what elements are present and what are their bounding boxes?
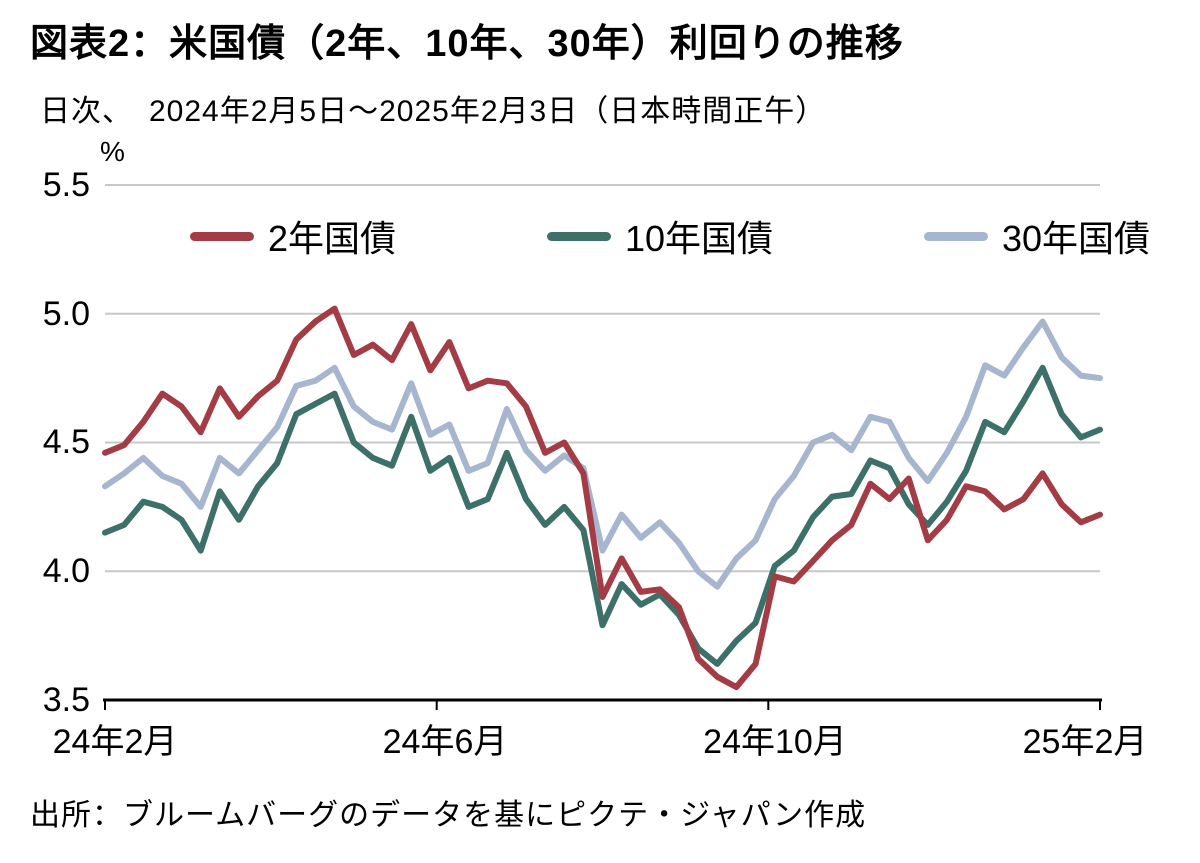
chart-title: 図表2：米国債（2年、10年、30年）利回りの推移: [30, 23, 904, 65]
legend-item-30y: 30年国債: [923, 210, 1150, 262]
series-line-30y: [102, 318, 1103, 590]
x-tick-feb25: 25年2月: [1022, 723, 1148, 761]
legend-swatch-10y: [546, 231, 611, 241]
legend-label-10y: 10年国債: [624, 218, 774, 259]
x-tick-oct24: 24年10月: [703, 723, 847, 761]
legend-item-2y: 2年国債: [190, 210, 396, 262]
x-tick-jun24: 24年6月: [382, 723, 508, 761]
chart-legend: 2年国債 10年国債 30年国債: [190, 210, 1150, 262]
y-axis-unit-label: %: [100, 136, 125, 167]
y-tick-5-0: 5.0: [42, 295, 90, 333]
x-tick-feb24: 24年2月: [52, 723, 178, 761]
y-tick-3-5: 3.5: [42, 681, 90, 719]
series-line-10y: [102, 364, 1103, 667]
y-tick-4-0: 4.0: [42, 552, 90, 590]
y-tick-4-5: 4.5: [42, 423, 90, 461]
gridlines: [105, 184, 1100, 573]
source-note: 出所：ブルームバーグのデータを基にピクテ・ジャパン作成: [30, 799, 867, 832]
legend-label-30y: 30年国債: [1001, 218, 1150, 259]
x-axis-ticks: [104, 700, 1101, 710]
legend-item-10y: 10年国債: [546, 210, 774, 262]
legend-swatch-2y: [190, 231, 254, 241]
legend-swatch-30y: [923, 231, 988, 241]
chart-subtitle: 日次、 2024年2月5日～2025年2月3日（日本時間正午）: [40, 95, 827, 128]
series-line-2y: [102, 305, 1103, 691]
y-tick-5-5: 5.5: [42, 166, 90, 204]
legend-label-2y: 2年国債: [268, 218, 397, 259]
